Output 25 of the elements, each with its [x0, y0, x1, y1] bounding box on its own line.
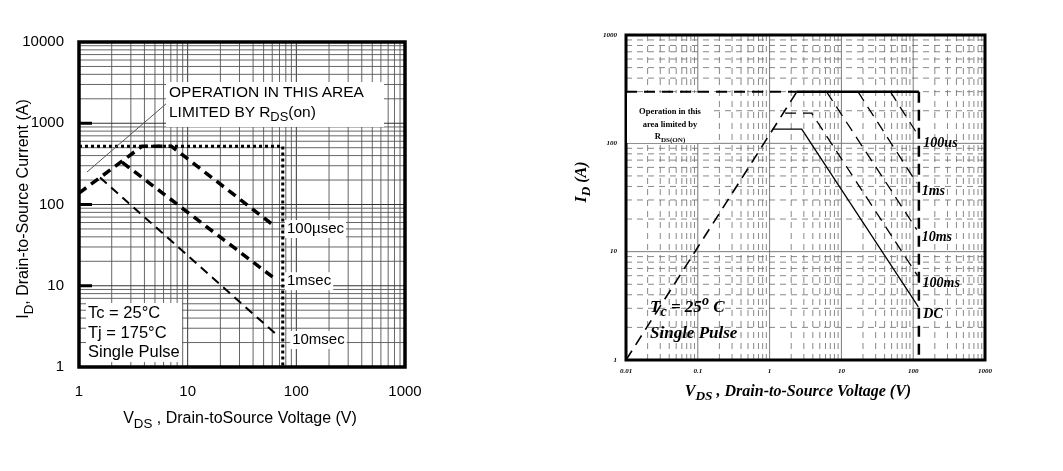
y-tick-label: 1000 [30, 113, 64, 131]
series-label: 100ms [922, 275, 961, 291]
annotation: Operation in this area limited by R$_{DS(ON)}$ [638, 105, 702, 146]
y-tick-label: 10000 [22, 32, 64, 50]
x-axis-title: V$_{DS}$ , Drain-toSource Voltage (V) [123, 409, 357, 431]
y-tick-label: 10 [47, 275, 64, 293]
annotation: Single Pulse [88, 342, 180, 362]
x-axis-title: V$_{DS}$ , Drain-to-Source Voltage (V) [684, 381, 912, 405]
x-tick-label: 10 [179, 382, 197, 400]
series-label: 100µsec [287, 219, 345, 237]
series-label: DC [922, 306, 944, 322]
annotation: Tc = 25°C [88, 303, 162, 323]
series-label: 1ms [921, 182, 946, 198]
series-label: 10msec [292, 330, 346, 348]
annotation: Single Pulse [650, 322, 738, 345]
series-label: 10ms [921, 229, 953, 245]
annotation: Tj = 175°C [88, 322, 168, 342]
annotation: OPERATION IN THIS AREA LIMITED BY R$_{DS}$(on) [169, 82, 381, 128]
x-tick-label: 1000 [388, 382, 422, 400]
x-tick-label: 100 [283, 382, 309, 400]
y-tick-label: 100 [38, 194, 64, 212]
annotation: T$_{c}$ = 25$^{o}$ C [650, 291, 726, 322]
series-label: 100us [923, 135, 959, 151]
x-tick-label: 1 [74, 382, 84, 400]
series-label: 1msec [287, 271, 332, 289]
